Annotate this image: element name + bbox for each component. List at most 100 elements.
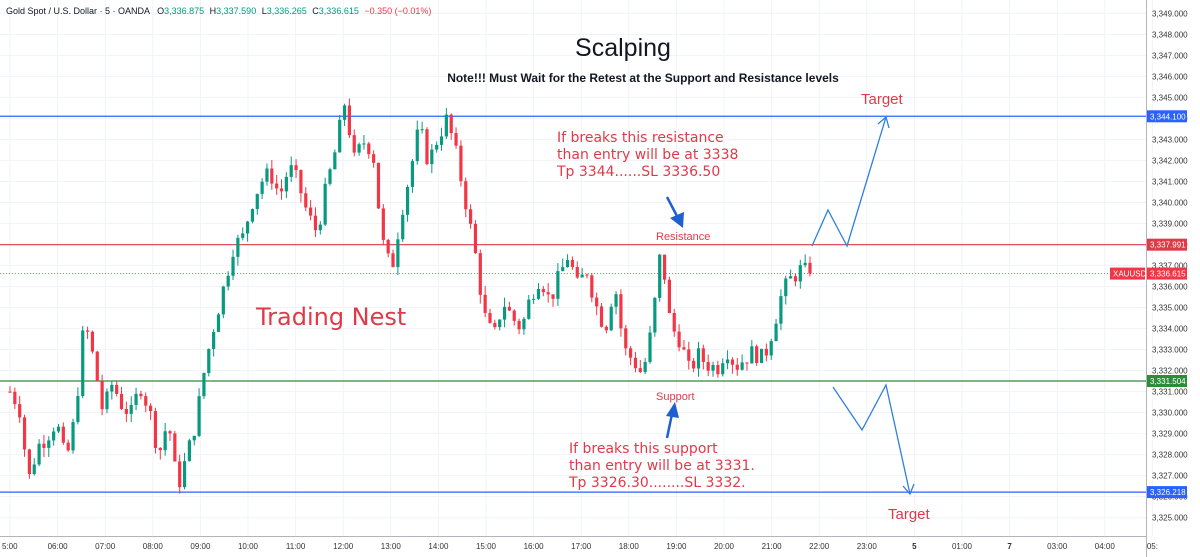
candle-body	[619, 294, 623, 329]
x-tick-label: 7	[1007, 542, 1012, 551]
candle-body	[599, 306, 604, 327]
resistance-note-line-2: than entry will be at 3338	[557, 147, 738, 163]
candle-body	[396, 239, 400, 268]
support-pointer-arrow	[665, 402, 679, 439]
ticker-line: Gold Spot / U.S. Dollar · 5 · OANDA O3,3…	[6, 6, 431, 16]
candle-body	[725, 359, 730, 364]
candle-body	[275, 183, 279, 189]
candle-body	[755, 346, 759, 364]
candle-body	[129, 404, 133, 414]
candle-body	[643, 361, 647, 372]
candle-body	[692, 360, 696, 369]
candle-body	[507, 306, 511, 311]
candle-body	[483, 294, 487, 313]
candle-body	[478, 253, 482, 295]
x-tick-label: 11:00	[286, 542, 306, 551]
candle-body	[313, 215, 318, 231]
candle-body	[323, 183, 327, 225]
candle-body	[459, 145, 463, 182]
candle-body	[401, 214, 405, 240]
y-tick-label: 3,336.000	[1152, 283, 1188, 292]
chart-note: Note!!! Must Wait for the Retest at the …	[447, 71, 839, 85]
candle-body	[745, 362, 749, 364]
y-tick-label: 3,325.000	[1152, 514, 1188, 523]
candle-body	[66, 442, 70, 451]
candle-body	[696, 348, 701, 369]
y-tick-label: 3,332.000	[1152, 367, 1188, 376]
candle-body	[221, 286, 225, 315]
candle-body	[740, 362, 744, 370]
level-price-text: 3,344.100	[1150, 112, 1186, 121]
candle-body	[512, 310, 516, 321]
x-tick-label: 07:00	[95, 542, 116, 551]
candle-body	[110, 384, 114, 392]
candle-body	[27, 449, 31, 475]
candle-body	[556, 271, 560, 299]
x-tick-label: 20:00	[714, 542, 735, 551]
candle-body	[449, 114, 453, 134]
target-top-label: Target	[861, 91, 904, 108]
candle-body	[435, 144, 439, 150]
candle-body	[85, 330, 90, 332]
candle-body	[730, 359, 735, 365]
x-tick-label: 16:00	[524, 542, 545, 551]
candle-body	[250, 209, 255, 222]
bullish-path-arrow	[811, 115, 890, 248]
ticker-close-label: C	[312, 6, 319, 16]
candle-body	[527, 299, 531, 319]
candle-body	[381, 208, 385, 240]
x-tick-label: 05:	[1147, 542, 1158, 551]
candle-body	[789, 276, 793, 279]
current-price-tag	[1147, 267, 1187, 280]
candle-body	[425, 129, 429, 165]
grid	[0, 0, 1153, 536]
candle-body	[289, 165, 293, 177]
x-tick-label: 17:00	[571, 542, 592, 551]
candle-body	[338, 119, 342, 153]
candle-body	[202, 372, 206, 397]
candle-body	[391, 253, 395, 268]
candle-body	[22, 417, 27, 450]
ticker-low-label: L	[262, 6, 267, 16]
price-levels[interactable]	[0, 115, 1146, 493]
x-tick-label: 01:00	[952, 542, 973, 551]
bearish-path-arrow	[832, 383, 915, 496]
candle-body	[633, 357, 638, 369]
candle-body	[342, 105, 347, 120]
y-tick-label: 3,334.000	[1152, 325, 1188, 334]
candle-body	[711, 364, 715, 371]
ticker-symbol: Gold Spot / U.S. Dollar · 5 · OANDA	[6, 6, 150, 16]
level-price-tag	[1147, 238, 1187, 251]
x-tick-label: 14:00	[428, 542, 449, 551]
level-price-text: 3,326.218	[1150, 488, 1186, 497]
symbol-tag	[1110, 267, 1145, 280]
resistance-note-line-1: If breaks this resistance	[557, 130, 724, 146]
y-tick-label: 3,340.000	[1152, 198, 1188, 207]
candle-body	[662, 254, 667, 280]
candle-body	[357, 144, 361, 153]
candle-body	[604, 326, 608, 331]
candle-body	[721, 363, 725, 375]
candle-body	[231, 256, 235, 276]
resistance-note-line-3: Tp 3344......SL 3336.50	[556, 164, 720, 180]
y-tick-label: 3,343.000	[1152, 135, 1188, 144]
candle-body	[13, 391, 17, 405]
time-axis[interactable]: 5:00 06:00 07:00 08:00 09:00 10:00 11:00 12:00 1…	[2, 542, 1158, 551]
candle-body	[56, 426, 61, 432]
candle-body	[759, 348, 764, 364]
candle-body	[119, 393, 124, 409]
candles	[8, 98, 812, 494]
candle-body	[565, 259, 570, 268]
candle-body	[37, 443, 41, 465]
level-price-tag	[1147, 375, 1187, 388]
candle-body	[376, 162, 381, 209]
y-tick-label: 3,346.000	[1152, 72, 1188, 81]
candle-body	[260, 181, 264, 194]
candle-body	[595, 297, 599, 307]
candle-body	[153, 411, 158, 448]
candle-body	[309, 207, 313, 216]
candle-body	[648, 332, 652, 362]
y-tick-label: 3,347.000	[1152, 51, 1188, 60]
